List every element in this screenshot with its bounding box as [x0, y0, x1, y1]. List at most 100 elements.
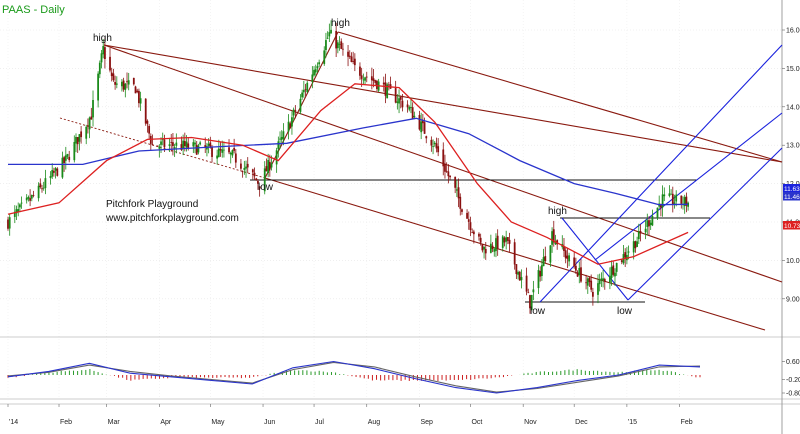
candle-body — [223, 149, 225, 151]
candle-body — [8, 217, 11, 229]
macd-panel — [7, 360, 701, 394]
candle-body — [158, 146, 161, 149]
ma-red-line — [7, 83, 689, 265]
candle-body — [382, 82, 385, 85]
candle-body — [126, 81, 128, 83]
candle-body — [30, 195, 33, 199]
x-tick-label: Sep — [420, 419, 433, 426]
candle-body — [506, 237, 509, 241]
candle-body — [80, 131, 83, 138]
candle-body — [15, 209, 18, 214]
candle-body — [602, 278, 604, 281]
candle-body — [85, 126, 88, 139]
candle-body — [656, 207, 659, 219]
candle-body — [139, 98, 142, 104]
candle-body — [648, 220, 650, 227]
candle-body — [433, 142, 436, 145]
candle-body — [19, 204, 21, 208]
candle-body — [146, 120, 149, 124]
candle-body — [659, 204, 662, 208]
candle-body — [168, 144, 171, 146]
candle-body — [454, 176, 457, 188]
candle-body — [75, 136, 77, 144]
price-candles — [7, 20, 689, 314]
candle-body — [54, 168, 57, 171]
candle-body — [598, 280, 601, 285]
y-tick-label: 13.00 — [786, 143, 800, 150]
candle-body — [39, 183, 42, 188]
candle-body — [340, 41, 343, 49]
candle-body — [255, 178, 258, 181]
candle-body — [25, 197, 28, 201]
macd-y-tick-label: -0.20 — [786, 377, 800, 384]
candle-body — [576, 272, 579, 277]
candle-body — [508, 239, 511, 244]
candle-body — [44, 178, 47, 189]
watermark-line1: Pitchfork Playground — [106, 199, 198, 210]
candle-body — [64, 155, 67, 161]
candle-body — [540, 265, 543, 277]
candle-body — [229, 152, 232, 155]
candle-body — [73, 141, 76, 161]
candle-body — [411, 107, 414, 119]
fork-blue-handle — [561, 217, 629, 301]
high-label-1: high — [93, 33, 112, 44]
candle-body — [301, 92, 304, 98]
candle-body — [420, 121, 423, 133]
candle-body — [401, 100, 404, 108]
candle-body — [121, 81, 123, 87]
candle-body — [258, 186, 261, 189]
candle-body — [568, 255, 570, 262]
x-tick-label: Feb — [681, 419, 693, 426]
candle-body — [56, 168, 59, 176]
candle-body — [394, 88, 397, 103]
candle-body — [92, 100, 94, 118]
candle-body — [542, 257, 545, 267]
candle-body — [311, 74, 314, 83]
candle-body — [544, 256, 547, 261]
candle-body — [585, 282, 587, 284]
candle-body — [347, 51, 349, 57]
candle-body — [265, 166, 268, 172]
y-tick-label: 10.00 — [786, 258, 800, 265]
candle-body — [149, 135, 152, 144]
candle-body — [670, 193, 672, 195]
candle-body — [267, 160, 270, 174]
y-tick-label: 16.00 — [786, 28, 800, 35]
candle-body — [76, 137, 79, 145]
candle-body — [221, 149, 224, 153]
candle-body — [646, 220, 649, 227]
x-tick-label: Oct — [471, 419, 482, 426]
price-badge-label: 11.63 — [784, 186, 800, 193]
candle-body — [268, 161, 271, 170]
candle-body — [491, 245, 494, 250]
candle-body — [231, 150, 234, 156]
candle-body — [365, 76, 368, 78]
candle-body — [566, 255, 569, 259]
moving-averages — [7, 83, 689, 265]
candle-body — [663, 194, 666, 197]
candle-body — [673, 202, 676, 204]
candle-body — [138, 90, 140, 104]
candle-body — [245, 166, 247, 169]
candle-body — [680, 195, 683, 204]
candle-body — [421, 120, 424, 124]
candle-body — [372, 78, 375, 81]
candle-body — [275, 150, 278, 165]
candle-body — [352, 61, 355, 62]
candle-body — [204, 145, 207, 148]
candle-body — [467, 219, 470, 222]
candle-body — [399, 96, 402, 100]
x-tick-label: '14 — [9, 419, 18, 426]
candle-body — [597, 283, 599, 295]
candle-body — [241, 171, 244, 173]
candle-body — [627, 251, 630, 253]
candle-body — [318, 62, 321, 65]
candle-body — [564, 250, 567, 259]
candle-body — [338, 43, 341, 45]
candle-body — [527, 292, 530, 294]
candle-body — [479, 237, 482, 243]
